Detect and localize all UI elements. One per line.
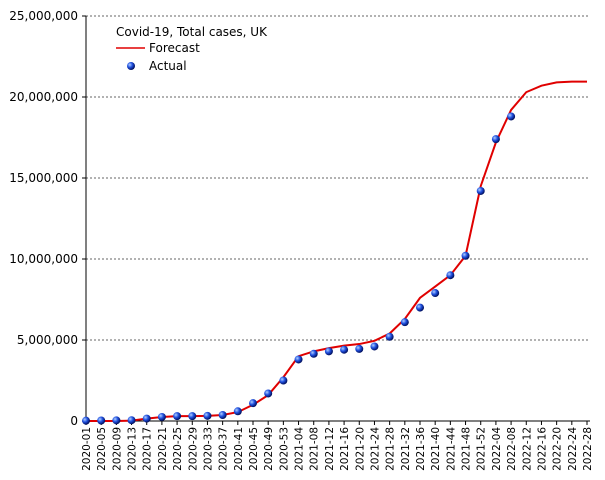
x-tick-label: 2020-41 [233, 427, 245, 471]
legend-title: Covid-19, Total cases, UK [116, 25, 268, 39]
x-tick-label: 2020-21 [157, 427, 169, 471]
actual-point [431, 289, 440, 298]
actual-point [142, 414, 151, 423]
actual-point [127, 416, 136, 425]
actual-point [188, 412, 197, 421]
x-tick-label: 2020-29 [187, 427, 199, 471]
x-tick-label: 2021-28 [385, 427, 397, 471]
actual-point [446, 271, 455, 280]
y-tick-label: 5,000,000 [17, 333, 78, 347]
legend-label: Forecast [149, 41, 200, 55]
x-tick-label: 2021-24 [369, 427, 381, 471]
actual-point [461, 251, 470, 260]
actual-point [400, 318, 409, 327]
x-tick-label: 2020-13 [127, 427, 139, 471]
actual-point [279, 376, 288, 385]
x-tick-label: 2021-04 [294, 427, 306, 471]
actual-point [294, 355, 303, 364]
actual-point [173, 412, 182, 421]
x-tick-label: 2020-53 [278, 427, 290, 471]
actual-point [385, 332, 394, 341]
x-tick-label: 2021-44 [445, 427, 457, 471]
actual-point [233, 407, 242, 416]
actual-point [112, 416, 121, 425]
x-tick-label: 2021-20 [354, 427, 366, 471]
y-tick-label: 20,000,000 [9, 90, 78, 104]
y-tick-label: 15,000,000 [9, 171, 78, 185]
x-tick-label: 2021-48 [461, 427, 473, 471]
x-tick-label: 2020-05 [96, 427, 108, 471]
x-tick-label: 2021-36 [415, 427, 427, 471]
x-tick-label: 2021-12 [324, 427, 336, 471]
actual-point [264, 389, 273, 398]
actual-point [309, 349, 318, 358]
x-tick-label: 2022-04 [491, 427, 503, 471]
x-tick-label: 2020-01 [81, 427, 93, 471]
x-tick-label: 2020-49 [263, 427, 275, 471]
x-tick-label: 2020-33 [202, 427, 214, 471]
actual-point [157, 412, 166, 421]
y-tick-label: 0 [70, 414, 78, 428]
x-tick-label: 2021-40 [430, 427, 442, 471]
x-tick-label: 2020-37 [218, 427, 230, 471]
actual-point [218, 411, 227, 420]
actual-point [340, 345, 349, 354]
forecast-line [86, 80, 587, 422]
x-tick-label: 2020-25 [172, 427, 184, 471]
x-tick-label: 2021-16 [339, 427, 351, 471]
x-tick-label: 2020-45 [248, 427, 260, 471]
x-tick-label: 2022-12 [521, 427, 533, 471]
actual-point [97, 416, 106, 425]
actual-point [507, 112, 516, 121]
legend-swatch [127, 62, 135, 70]
x-tick-label: 2021-08 [309, 427, 321, 471]
actual-point [476, 186, 485, 195]
x-tick-label: 2022-24 [567, 427, 579, 471]
actual-point [355, 344, 364, 353]
actual-point [370, 342, 379, 351]
actual-point [82, 416, 90, 425]
actual-point [416, 303, 424, 312]
y-tick-label: 25,000,000 [9, 9, 78, 23]
x-tick-label: 2022-16 [536, 427, 548, 471]
x-tick-label: 2022-08 [506, 427, 518, 471]
actual-point [203, 411, 212, 420]
actual-point [249, 399, 257, 408]
y-tick-label: 10,000,000 [9, 252, 78, 266]
x-tick-label: 2022-20 [552, 427, 564, 471]
actual-point [491, 135, 500, 144]
x-tick-label: 2021-32 [400, 427, 412, 471]
x-tick-label: 2020-17 [142, 427, 154, 471]
actual-point [324, 347, 333, 356]
x-tick-label: 2022-28 [582, 427, 594, 471]
x-tick-label: 2021-52 [476, 427, 488, 471]
x-tick-label: 2020-09 [111, 427, 123, 471]
legend-label: Actual [149, 59, 187, 73]
